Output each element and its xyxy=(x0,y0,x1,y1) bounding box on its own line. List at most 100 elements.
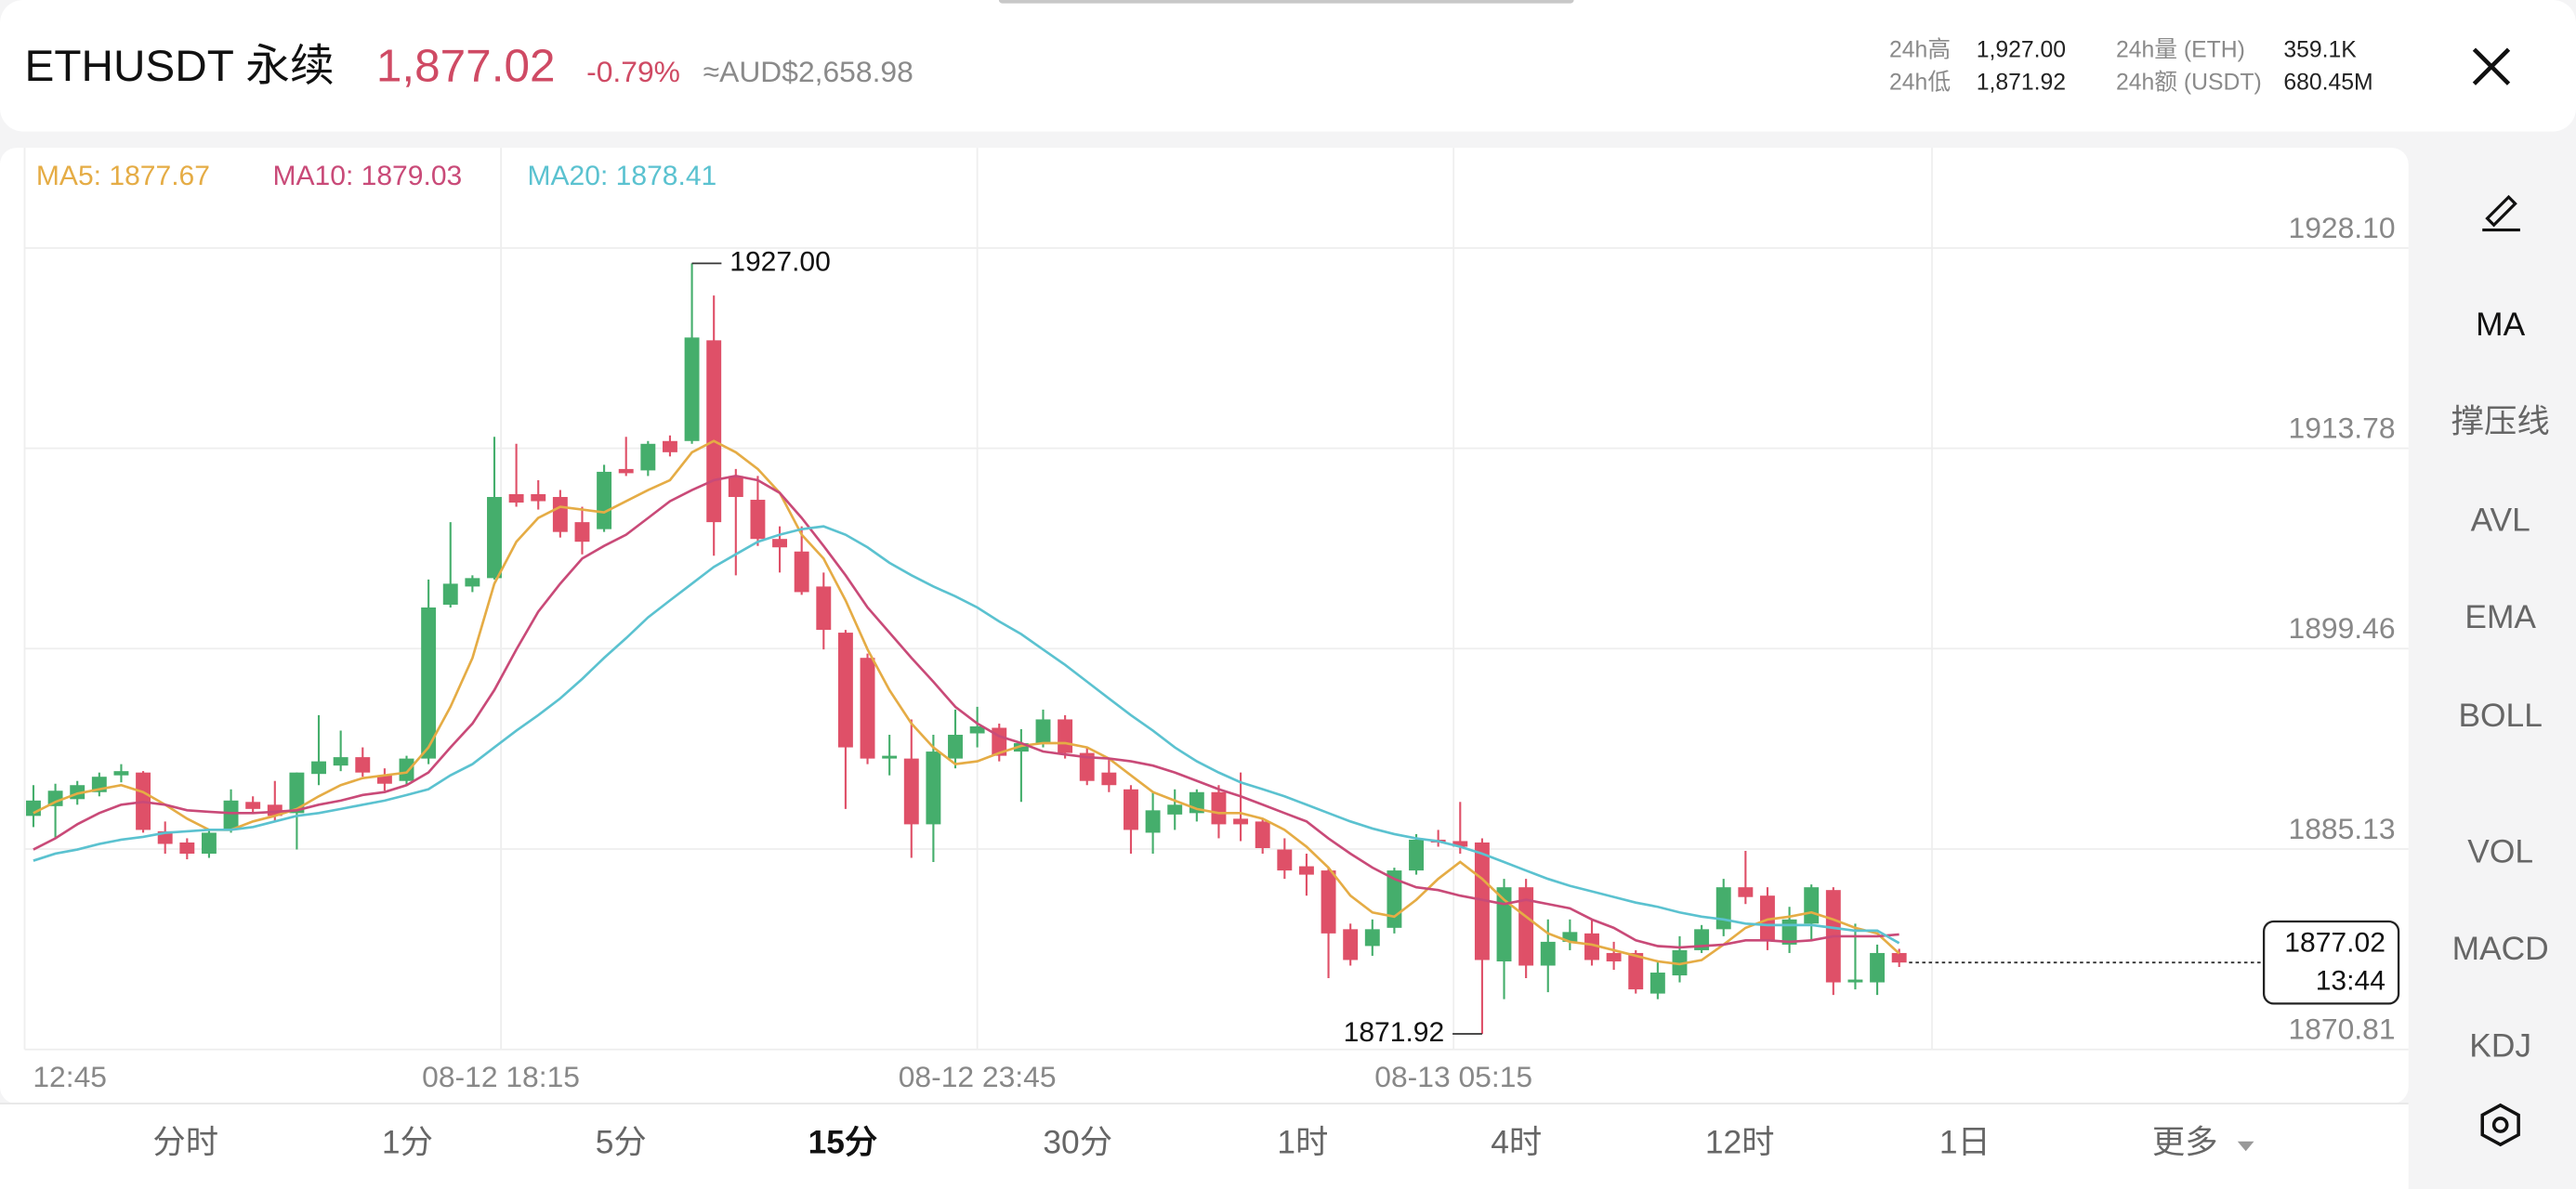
candle-body xyxy=(860,658,875,759)
candle-body xyxy=(1167,804,1183,815)
legend-entry: MA10: 1879.03 xyxy=(272,161,462,191)
annotation-label: 1871.92 xyxy=(1344,1017,1445,1048)
candle-body xyxy=(333,757,348,766)
draw-tool[interactable] xyxy=(2482,194,2520,232)
annotation-label: 1927.00 xyxy=(729,246,831,277)
timeframe-button[interactable]: 1时 xyxy=(1277,1125,1328,1161)
candle-body xyxy=(618,468,634,474)
candle-body xyxy=(1013,743,1029,752)
candle-body xyxy=(442,583,458,605)
candle-body xyxy=(179,842,195,855)
change: -0.79% xyxy=(586,55,680,88)
candle-body xyxy=(1715,887,1731,930)
indicator-button[interactable]: 撑压线 xyxy=(2451,403,2550,439)
price: 1,877.02 xyxy=(376,40,556,91)
pencil-icon[interactable] xyxy=(2482,194,2520,232)
indicator-button[interactable]: EMA xyxy=(2464,599,2536,635)
stats: 24h高 1,927.00 24h低 1,871.92 24h量 (ETH) 359.1K… xyxy=(1889,36,2373,95)
candle-body xyxy=(1760,895,1775,941)
candle-body xyxy=(1804,887,1820,924)
candle-body xyxy=(1101,772,1117,786)
candle-body xyxy=(1124,789,1138,830)
candle-body xyxy=(421,607,437,759)
candle-body xyxy=(1847,979,1863,983)
dropdown-arrow xyxy=(2237,1141,2254,1152)
candle-body xyxy=(1321,870,1336,934)
candle-body xyxy=(1584,933,1599,960)
candle-body xyxy=(706,340,722,523)
indicator-button[interactable]: VOL xyxy=(2467,834,2533,870)
candle-body xyxy=(465,578,480,587)
candle-body xyxy=(1079,752,1095,781)
timeframe-button[interactable]: 更多 xyxy=(2152,1125,2218,1161)
candle-body xyxy=(1035,719,1051,744)
candle-body xyxy=(1870,952,1886,983)
candle-body xyxy=(1364,929,1380,947)
candle-body xyxy=(1606,952,1622,961)
y-tick-label: 1899.46 xyxy=(2289,611,2396,645)
grab-handle[interactable] xyxy=(998,0,1574,4)
close-icon[interactable] xyxy=(2472,47,2511,85)
settings-icon-center xyxy=(2491,1117,2509,1133)
candle-body xyxy=(113,771,129,776)
candle-body xyxy=(245,802,261,809)
candle-body xyxy=(597,471,612,529)
candle-body xyxy=(1672,949,1688,976)
timeframe-button[interactable]: 1日 xyxy=(1939,1125,1991,1161)
candle-body xyxy=(794,551,809,593)
timeframe-button[interactable]: 12时 xyxy=(1705,1125,1775,1161)
legend-entry: MA5: 1877.67 xyxy=(36,161,210,191)
candle-body xyxy=(1058,719,1073,753)
candle-body xyxy=(399,758,414,781)
candle-body xyxy=(1628,952,1644,990)
candle-body xyxy=(1738,887,1754,897)
settings[interactable] xyxy=(2480,1103,2520,1147)
candle-body xyxy=(750,500,766,540)
chart-panel xyxy=(0,148,2409,1104)
candle-body xyxy=(969,725,985,734)
candle-body xyxy=(1409,839,1424,871)
stat-label: 24h低 xyxy=(1889,70,1951,96)
symbol[interactable]: ETHUSDT 永续 xyxy=(25,42,335,91)
candle-body xyxy=(574,522,590,542)
countdown-label: 13:44 xyxy=(2316,965,2385,996)
candle-body xyxy=(289,772,305,814)
close-button[interactable] xyxy=(2472,47,2511,85)
candle-body xyxy=(684,337,700,441)
timeframe-button[interactable]: 4时 xyxy=(1491,1125,1542,1161)
candle-body xyxy=(1211,791,1227,825)
indicator-button[interactable]: BOLL xyxy=(2458,698,2542,734)
candle-body xyxy=(1649,973,1665,994)
candle-body xyxy=(552,497,568,532)
stat-value: 680.45M xyxy=(2283,71,2372,96)
candle-body xyxy=(508,494,524,503)
timeframe-button[interactable]: 5分 xyxy=(596,1125,647,1161)
candle-body xyxy=(772,539,788,548)
y-tick-label: 1870.81 xyxy=(2289,1013,2396,1046)
stat-value: 359.1K xyxy=(2283,37,2357,62)
timeframe-button[interactable]: 1分 xyxy=(382,1125,433,1161)
x-tick-label: 08-12 23:45 xyxy=(899,1060,1057,1093)
candle-body xyxy=(1255,821,1270,848)
timeframe-button[interactable]: 30分 xyxy=(1043,1125,1112,1161)
settings-icon[interactable] xyxy=(2480,1103,2520,1147)
indicator-button[interactable]: MA xyxy=(2476,307,2525,343)
indicator-button[interactable]: MACD xyxy=(2452,931,2549,967)
candle-body xyxy=(1277,849,1293,871)
timeframe-bar xyxy=(0,1104,2409,1189)
candle-body xyxy=(816,586,832,631)
indicator-button[interactable]: AVL xyxy=(2471,503,2530,539)
candle-body xyxy=(1452,841,1468,847)
candle-body xyxy=(1891,952,1907,963)
timeframe-button[interactable]: 15分 xyxy=(808,1125,878,1161)
indicator-button[interactable]: KDJ xyxy=(2469,1027,2531,1064)
candle-body xyxy=(948,735,963,759)
header-panel xyxy=(0,0,2576,132)
stat-label: 24h量 (ETH) xyxy=(2116,37,2245,62)
candle-body xyxy=(1496,887,1512,961)
candle-body xyxy=(1518,887,1534,966)
candle-body xyxy=(926,751,941,825)
last-price-box[interactable] xyxy=(2262,920,2400,1005)
timeframe-button[interactable]: 分时 xyxy=(152,1125,218,1161)
